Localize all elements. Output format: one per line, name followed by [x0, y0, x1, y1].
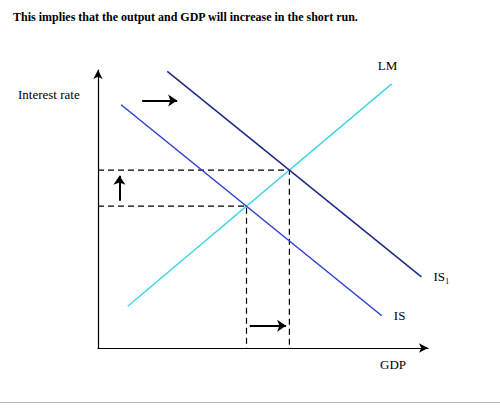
svg-text:This implies that the output a: This implies that the output and GDP wil…: [13, 10, 358, 24]
svg-text:GDP: GDP: [380, 357, 406, 372]
svg-text:LM: LM: [378, 58, 398, 73]
svg-text:Interest rate: Interest rate: [18, 87, 80, 102]
svg-text:IS: IS: [394, 308, 406, 323]
svg-text:IS₁: IS₁: [433, 269, 449, 284]
